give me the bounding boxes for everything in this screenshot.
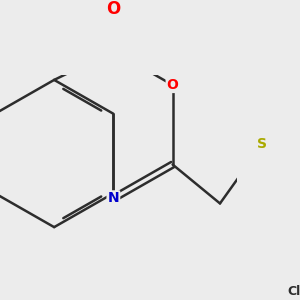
Text: N: N [108,191,119,206]
Text: O: O [167,78,178,92]
Text: Cl: Cl [288,285,300,298]
Text: S: S [257,137,267,151]
Text: O: O [106,0,121,18]
